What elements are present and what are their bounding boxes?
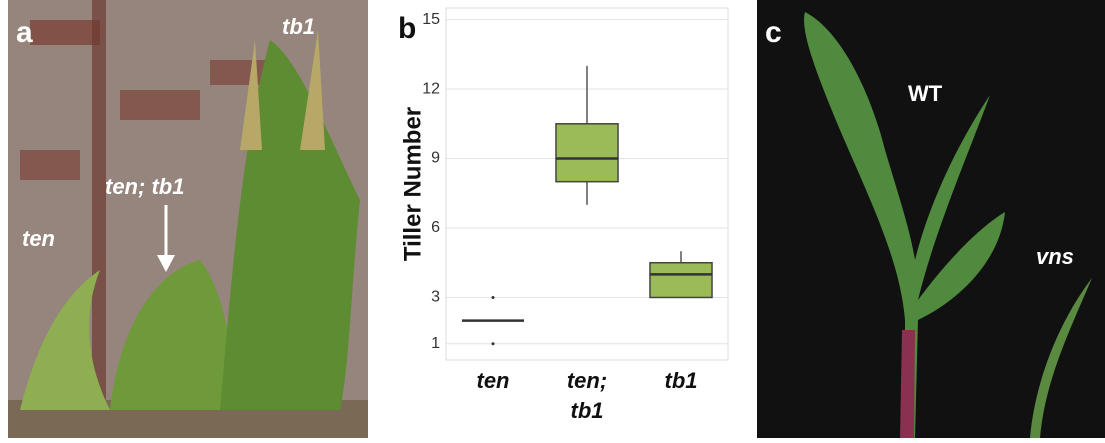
x-tick-label: ten — [477, 368, 510, 393]
photo-c — [757, 0, 1105, 438]
y-tick-label: 6 — [431, 219, 440, 236]
outlier — [491, 342, 495, 346]
panel-label: c — [765, 16, 782, 49]
y-tick-label: 9 — [431, 150, 440, 167]
annotation: ten; tb1 — [105, 174, 184, 199]
photo-a — [8, 0, 368, 438]
y-tick-label: 1 — [431, 335, 440, 352]
outlier — [491, 295, 495, 299]
x-tick-label: ten; tb1 — [567, 368, 607, 423]
box — [555, 123, 619, 183]
annotation: tb1 — [282, 14, 315, 39]
y-axis-label: Tiller Number — [399, 107, 426, 261]
y-tick-label: 12 — [422, 80, 440, 97]
x-tick-label: tb1 — [665, 368, 698, 393]
y-tick-label: 15 — [422, 11, 440, 28]
annotation: ten — [22, 226, 55, 251]
box — [649, 261, 713, 299]
y-tick-label: 3 — [431, 289, 440, 306]
annotation: WT — [908, 81, 943, 106]
annotation: vns — [1036, 244, 1074, 269]
panel-label: b — [398, 12, 416, 45]
panel-label: a — [16, 16, 33, 49]
